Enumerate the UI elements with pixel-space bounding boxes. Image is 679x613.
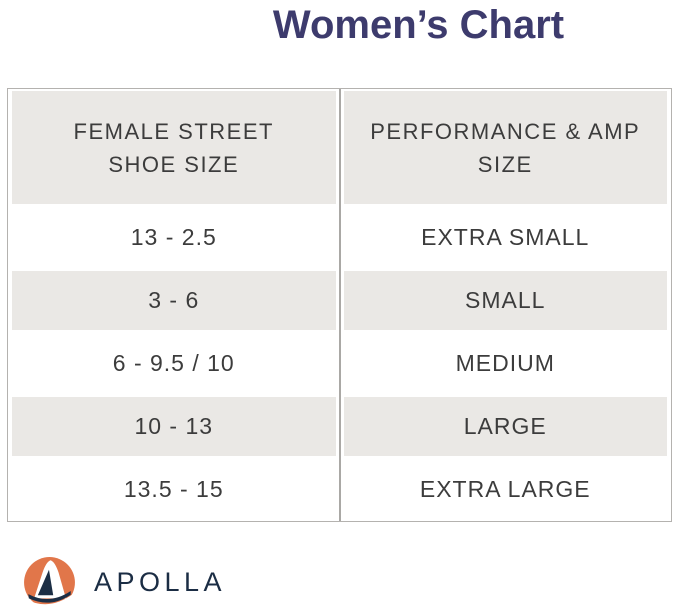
table-row: 13 - 2.5 EXTRA SMALL (8, 206, 671, 269)
shoe-size-value: 13.5 - 15 (12, 460, 336, 519)
table-row: 3 - 6 SMALL (8, 269, 671, 332)
column-header-amp-size: PERFORMANCE & AMP SIZE (343, 91, 667, 204)
shoe-size-value: 3 - 6 (12, 271, 336, 330)
brand-name: APOLLA (94, 567, 227, 597)
brand-footer: APOLLA (23, 556, 679, 609)
amp-size-value: EXTRA LARGE (343, 460, 667, 519)
shoe-size-value: 13 - 2.5 (12, 208, 336, 267)
amp-size-value: SMALL (343, 271, 667, 330)
apolla-logo-icon (23, 556, 76, 609)
column-header-shoe-size: FEMALE STREET SHOE SIZE (12, 91, 336, 204)
amp-size-value: EXTRA SMALL (343, 208, 667, 267)
shoe-size-value: 6 - 9.5 / 10 (12, 334, 336, 393)
amp-size-value: LARGE (343, 397, 667, 456)
table-header-row: FEMALE STREET SHOE SIZE PERFORMANCE & AM… (8, 89, 671, 206)
page-title: Women’s Chart (272, 3, 565, 47)
shoe-size-value: 10 - 13 (12, 397, 336, 456)
size-chart-table: FEMALE STREET SHOE SIZE PERFORMANCE & AM… (7, 88, 672, 522)
amp-size-value: MEDIUM (343, 334, 667, 393)
table-row: 6 - 9.5 / 10 MEDIUM (8, 332, 671, 395)
column-divider (338, 89, 341, 521)
table-row: 13.5 - 15 EXTRA LARGE (8, 458, 671, 521)
table-row: 10 - 13 LARGE (8, 395, 671, 458)
